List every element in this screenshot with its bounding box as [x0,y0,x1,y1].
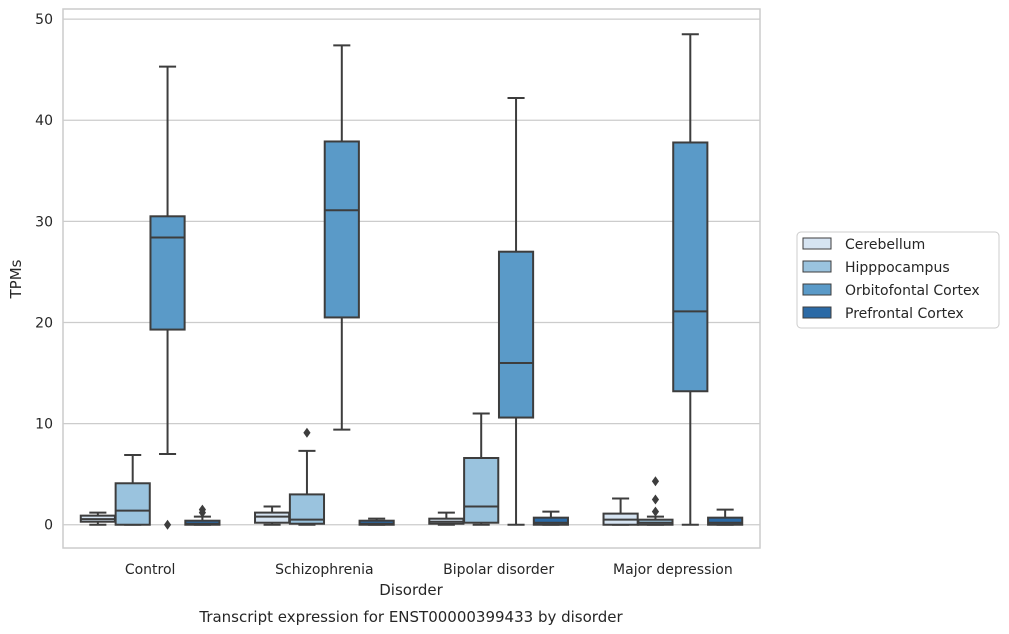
box-iqr [463,456,500,524]
y-tick-label: 50 [35,12,53,28]
y-tick-label: 40 [35,113,53,129]
legend-swatch [802,283,832,296]
box-prefrontal-cortex [358,517,395,526]
box-orbitofontal-cortex [497,96,535,526]
x-tick-label: Bipolar disorder [443,562,554,578]
outlier-point [163,519,172,530]
box-orbitofontal-cortex [672,33,709,526]
box-hipppocampus [463,412,500,526]
plot-frame [62,8,761,549]
box-prefrontal-cortex [532,510,569,526]
legend-frame [796,231,1000,329]
box-iqr [358,519,395,526]
x-tick-label: Schizophrenia [275,562,373,578]
y-tick-label: 0 [44,518,53,534]
legend-label: Prefrontal Cortex [845,306,964,322]
box-cerebellum [428,511,465,526]
box-hipppocampus [288,427,326,526]
box-iqr [532,516,569,526]
box-cerebellum [254,505,291,526]
box-iqr [114,482,151,526]
box-cerebellum [602,497,639,526]
box-hipppocampus [637,476,674,526]
x-tick-label: Major depression [613,562,733,578]
legend: Cerebellum Hipppocampus Orbitofontal Corte… [796,231,1000,329]
y-axis-label: TPMs [7,259,25,299]
box-groups [79,33,744,530]
y-tick-label: 10 [35,417,53,433]
box-cerebellum [79,511,116,526]
x-axis-label: Disorder [379,581,443,599]
legend-label: Orbitofontal Cortex [845,283,980,299]
box-iqr [497,250,535,419]
outlier-point [303,427,311,438]
outlier-point [198,504,206,515]
box-prefrontal-cortex [707,508,744,526]
box-orbitofontal-cortex [149,65,186,530]
box-prefrontal-cortex [184,504,221,526]
box-iqr [323,140,360,319]
legend-label: Hipppocampus [845,260,950,276]
outlier-point [651,506,660,517]
y-axis: 0 10 20 30 40 50 [35,12,53,534]
box-iqr [184,519,221,526]
box-iqr [672,141,709,393]
x-tick-label: Control [125,562,176,578]
y-tick-label: 20 [35,315,53,331]
box-iqr [254,511,291,524]
box-iqr [707,516,744,526]
box-hipppocampus [114,453,151,526]
legend-swatch [802,260,832,273]
chart-caption: Transcript expression for ENST0000039943… [198,608,623,626]
outlier-point [651,494,660,505]
outlier-point [651,476,660,487]
x-axis: Control Schizophrenia Bipolar disorder Majo… [125,562,733,578]
box-iqr [149,215,186,331]
legend-swatch [802,237,832,250]
box-orbitofontal-cortex [323,44,360,431]
legend-label: Cerebellum [845,237,925,253]
y-tick-label: 30 [35,214,53,230]
legend-swatch [802,306,832,319]
